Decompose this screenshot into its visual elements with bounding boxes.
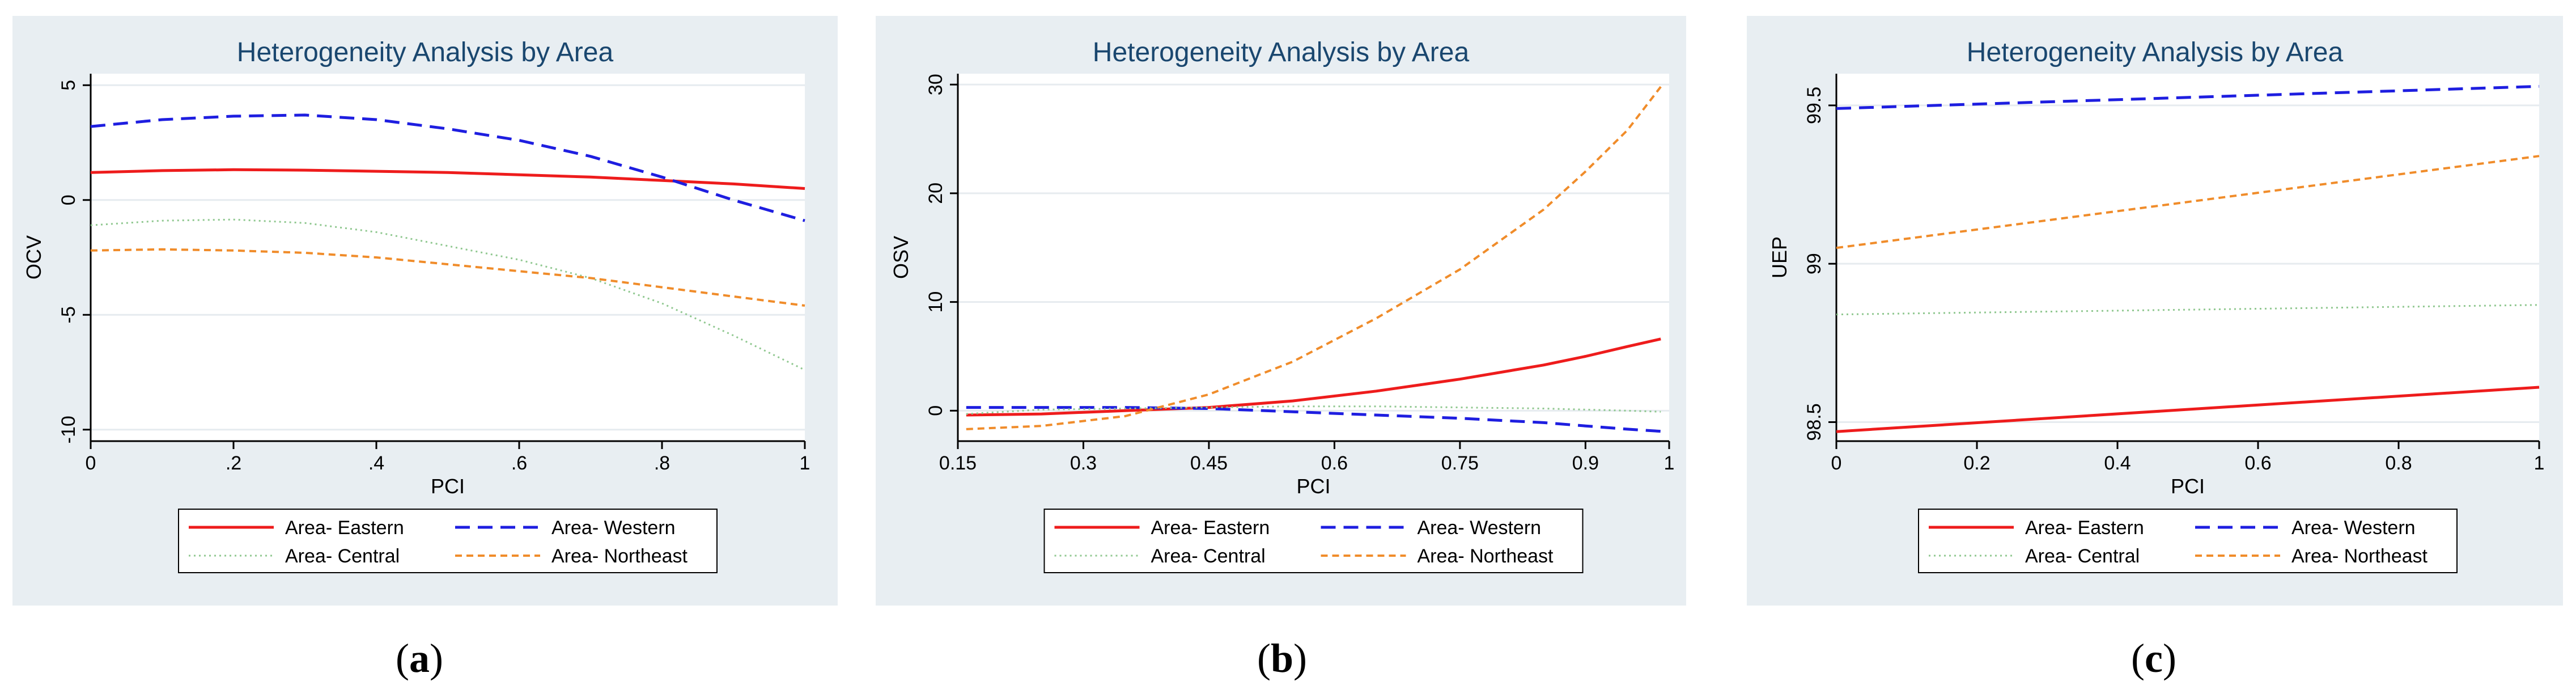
y-tick-label: -10 [58,416,79,443]
panel-caption: (a) [396,636,443,681]
x-tick-label: 0.75 [1441,452,1479,474]
y-tick-label: 98.5 [1803,403,1825,441]
y-tick-label: 10 [925,291,947,313]
series-line-area-eastern [966,337,1661,417]
series-line-area-western [90,113,805,222]
chart-title: Heterogeneity Analysis by Area [237,37,614,67]
chart-panel-3: 98.5 99 99.5 0 0.2 0.4 0.6 0.8 1 PCI UEP Heterogene… [1747,16,2563,606]
x-tick-label: 0.3 [1070,452,1097,474]
series-line-area-northeast [90,248,805,307]
y-tick-label: 20 [925,183,947,204]
plot-area [91,74,805,441]
chart-title: Heterogeneity Analysis by Area [1967,37,2344,67]
series-line-area-central [90,218,805,371]
x-tick-label: 0.2 [1963,452,1990,474]
legend-label: Area- Central [2025,545,2140,567]
x-tick-label: 0.4 [2104,452,2131,474]
x-tick-label: 0.6 [1321,452,1348,474]
series-line-area-western [966,406,1661,433]
x-tick-label: .8 [654,452,670,474]
y-tick-label: 30 [925,74,947,95]
legend-label: Area- Northeast [551,545,688,567]
y-axis-title: UEP [1768,236,1791,278]
y-tick-label: 0 [58,194,79,205]
x-tick-label: .6 [511,452,527,474]
x-tick-label: 1 [1664,452,1675,474]
legend-label: Area- Central [285,545,400,567]
panel-caption: (c) [2131,636,2176,681]
legend-label: Area- Western [1418,517,1542,539]
legend-label: Area- Northeast [1418,545,1554,567]
legend-label: Area- Eastern [285,517,404,539]
series-line-area-eastern [1836,386,2540,433]
panel-caption: (b) [1257,636,1307,681]
x-tick-label: 0.6 [2244,452,2271,474]
legend-label: Area- Eastern [1151,517,1270,539]
y-axis-title: OSV [889,236,913,279]
x-tick-label: 0.9 [1572,452,1599,474]
x-tick-label: 0.15 [939,452,977,474]
legend-box [1043,509,1584,573]
x-tick-label: 0 [1831,452,1842,474]
legend-label: Area- Central [1151,545,1266,567]
legend-label: Area- Eastern [2025,517,2144,539]
y-tick-label: 0 [925,405,947,416]
plot-area [1836,74,2539,441]
x-tick-label: 0.45 [1190,452,1228,474]
y-axis-title: OCV [22,235,45,280]
x-tick-label: 0.8 [2385,452,2412,474]
legend-box [178,509,718,573]
x-axis-title: PCI [2171,475,2205,498]
legend: Area- Eastern Area- Western Area- Central A… [1918,509,2458,573]
y-tick-label: 99 [1803,253,1825,274]
series-line-area-central [966,405,1661,415]
y-tick-label: 5 [58,80,79,91]
x-tick-label: 1 [800,452,810,474]
chart-title: Heterogeneity Analysis by Area [1093,37,1470,67]
legend-box [1918,509,2458,573]
legend: Area- Eastern Area- Western Area- Central A… [178,509,718,573]
series-line-area-western [1836,84,2540,110]
x-tick-label: 0 [86,452,96,474]
chart-panel-1: -10 -5 0 5 0 .2 .4 .6 .8 1 PCI OCV Heterogeneity Ana… [12,16,838,606]
y-tick-label: 99.5 [1803,87,1825,124]
chart-panel-2: 0 10 20 30 0.15 0.3 0.45 0.6 0.75 0.9 1 PCI OSV Heter… [876,16,1686,606]
legend-label: Area- Western [551,517,676,539]
legend-label: Area- Northeast [2291,545,2428,567]
legend: Area- Eastern Area- Western Area- Central A… [1043,509,1584,573]
series-line-area-eastern [90,168,805,190]
legend-label: Area- Western [2291,517,2416,539]
x-axis-title: PCI [431,475,465,498]
plot-area [958,74,1669,441]
series-line-area-northeast [966,86,1662,430]
x-tick-label: .4 [368,452,384,474]
x-tick-label: .2 [226,452,241,474]
x-tick-label: 1 [2534,452,2545,474]
series-line-area-northeast [1836,155,2540,249]
x-axis-title: PCI [1296,475,1330,498]
y-tick-label: -5 [58,306,79,323]
